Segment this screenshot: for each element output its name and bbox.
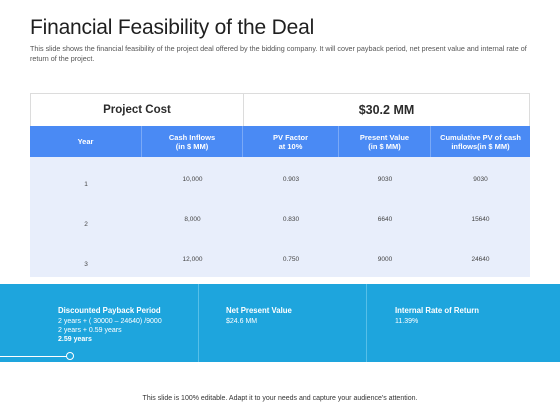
payback-formula: 2 years + ( 30000 – 24640) /9000	[58, 318, 162, 325]
cell-year: 3	[84, 260, 88, 268]
metrics-band: Discounted Payback Period 2 years + ( 30…	[0, 284, 560, 362]
cell-cumulative-pv: 9030	[473, 175, 488, 183]
cell-year: 1	[84, 180, 88, 188]
project-cost-row: Project Cost $30.2 MM	[30, 93, 530, 126]
payback-title: Discounted Payback Period	[58, 306, 161, 315]
header-pv-factor: PV Factor at 10%	[243, 126, 339, 157]
cell-present-value: 9030	[377, 175, 393, 183]
footer-note: This slide is 100% editable. Adapt it to…	[142, 395, 418, 402]
cell-cumulative-pv: 24640	[471, 255, 490, 263]
feasibility-table: Project Cost $30.2 MM Year Cash Inflows …	[30, 93, 530, 277]
project-cost-label: Project Cost	[31, 94, 244, 126]
header-year: Year	[30, 126, 142, 157]
cell-cash-inflows: 8,000	[184, 215, 201, 223]
table-body: 1 10,000 0.903 9030 9030 2 8,000 0.830 6…	[30, 157, 530, 277]
header-present-value: Present Value (in $ MM)	[339, 126, 431, 157]
cell-cash-inflows: 12,000	[182, 255, 203, 263]
table-header: Year Cash Inflows (in $ MM) PV Factor at…	[30, 126, 530, 157]
npv-title: Net Present Value	[226, 306, 292, 315]
page-title: Financial Feasibility of the Deal	[30, 16, 315, 39]
cell-present-value: 9000	[377, 255, 393, 263]
band-divider	[366, 284, 367, 362]
cell-pv-factor: 0.903	[282, 175, 300, 183]
payback-result: 2.59 years	[58, 336, 92, 343]
decorative-circle-icon	[66, 352, 74, 360]
cell-pv-factor: 0.830	[282, 215, 300, 223]
band-divider	[198, 284, 199, 362]
cell-cash-inflows: 10,000	[182, 175, 203, 183]
cell-present-value: 6640	[377, 215, 393, 223]
decorative-line	[0, 356, 71, 357]
npv-value: $24.6 MM	[226, 318, 258, 325]
cell-cumulative-pv: 15640	[471, 215, 490, 223]
table-row: 2 8,000 0.830 6640 15640	[30, 199, 530, 239]
page-subtitle: This slide shows the financial feasibili…	[30, 44, 527, 63]
irr-title: Internal Rate of Return	[395, 306, 480, 315]
project-cost-value: $30.2 MM	[358, 103, 415, 117]
irr-value: 11.39%	[395, 318, 419, 325]
table-row: 3 12,000 0.750 9000 24640	[30, 239, 530, 279]
header-cumulative-pv: Cumulative PV of cash inflows(in $ MM)	[440, 132, 521, 151]
cell-year: 2	[84, 220, 88, 228]
header-cash-inflows: Cash Inflows (in $ MM)	[142, 126, 243, 157]
cell-pv-factor: 0.750	[282, 255, 300, 263]
payback-step: 2 years + 0.59 years	[58, 327, 122, 334]
table-row: 1 10,000 0.903 9030 9030	[30, 159, 530, 199]
